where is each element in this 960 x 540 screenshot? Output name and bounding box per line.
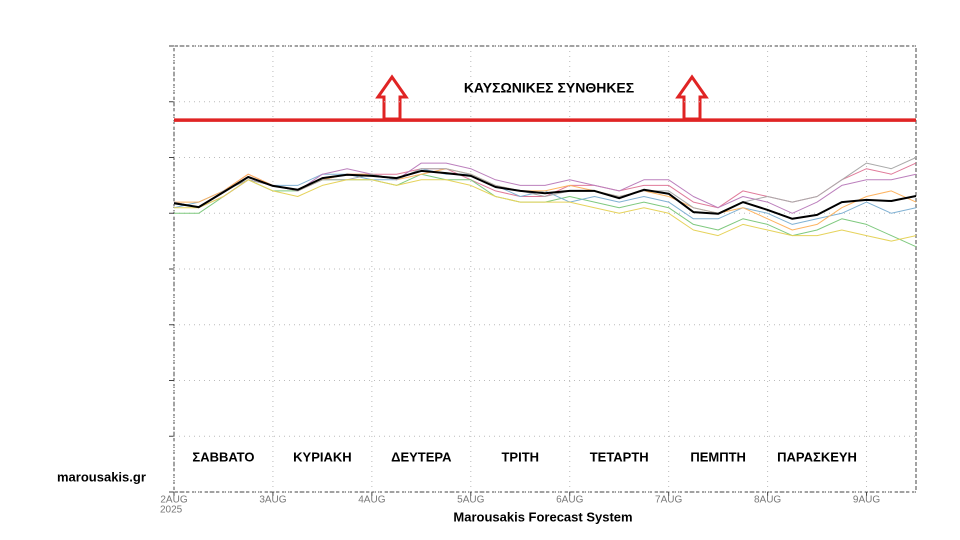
day-label: ΤΡΙΤΗ xyxy=(501,449,539,464)
arrow xyxy=(375,74,409,121)
mean-line xyxy=(173,169,917,220)
day-label: ΠΕΜΠΤΗ xyxy=(690,449,746,464)
brand: marousakis.gr xyxy=(57,469,146,484)
year-label: 2025 xyxy=(160,505,183,516)
x-tick-label: 3AUG xyxy=(259,495,286,506)
member-line xyxy=(173,157,917,214)
day-label: ΚΥΡΙΑΚΗ xyxy=(293,449,352,464)
threshold-label: ΚΑΥΣΩΝΙΚΕΣ ΣΥΝΘΗΚΕΣ xyxy=(464,80,634,96)
footer: Marousakis Forecast System xyxy=(453,509,632,524)
x-tick-label: 9AUG xyxy=(853,495,880,506)
x-tick-label: 5AUG xyxy=(457,495,484,506)
day-label: ΣΑΒΒΑΤΟ xyxy=(192,449,254,464)
arrow xyxy=(675,74,709,121)
day-label: ΠΑΡΑΣΚΕΥΗ xyxy=(777,449,857,464)
x-tick-label: 7AUG xyxy=(655,495,682,506)
day-label: ΤΕΤΑΡΤΗ xyxy=(590,449,649,464)
x-tick-label: 8AUG xyxy=(754,495,781,506)
member-line xyxy=(174,179,917,242)
x-tick-label: 4AUG xyxy=(358,495,385,506)
x-tick-label: 6AUG xyxy=(556,495,583,506)
x-tick-label: 2AUG xyxy=(160,495,187,506)
day-label: ΔΕΥΤΕΡΑ xyxy=(391,449,452,464)
